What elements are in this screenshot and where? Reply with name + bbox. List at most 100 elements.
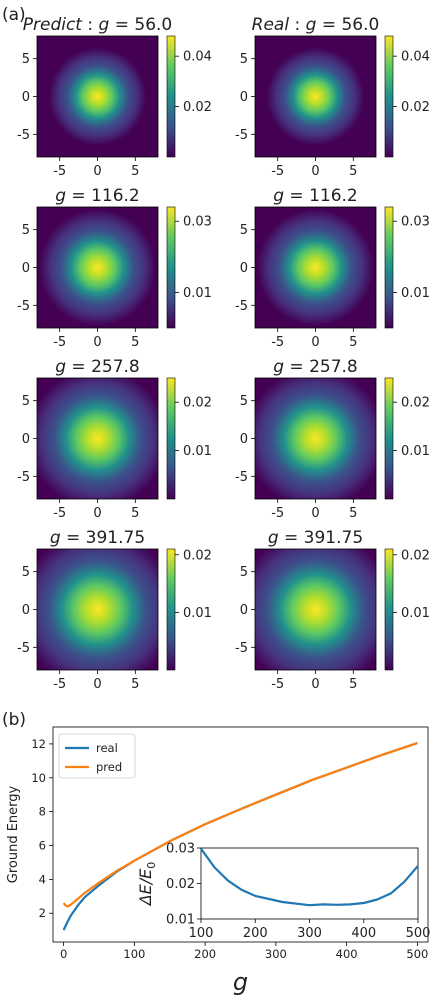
x-tick-label: 0 xyxy=(60,947,67,961)
heatmap-title: g = 116.2 xyxy=(55,186,140,206)
y-tick-label: 0 xyxy=(22,432,30,447)
series-line-pred xyxy=(62,742,418,908)
inset-y-tick-label: 0.03 xyxy=(166,842,195,857)
y-tick-label: 6 xyxy=(39,839,46,853)
legend-label: pred xyxy=(96,760,122,774)
x-tick-label: 200 xyxy=(194,947,216,961)
y-tick-label: 0 xyxy=(240,603,248,618)
colorbar-tick-label: 0.01 xyxy=(401,606,430,621)
x-axis-label: g xyxy=(233,968,248,996)
panel-label-a: (a) xyxy=(2,5,26,25)
x-tick-label: -5 xyxy=(271,164,284,179)
heatmap-title: Real : g = 56.0 xyxy=(252,15,380,35)
heatmap-density xyxy=(255,36,376,157)
y-tick-label: 5 xyxy=(22,394,30,409)
x-tick-label: 100 xyxy=(123,947,145,961)
x-tick-label: 5 xyxy=(349,506,357,521)
x-tick-label: 0 xyxy=(93,677,101,692)
inset-x-tick-label: 200 xyxy=(243,926,268,941)
x-tick-label: -5 xyxy=(53,335,66,350)
colorbar-tick-label: 0.03 xyxy=(183,215,212,230)
heatmap-title: g = 391.75 xyxy=(50,528,145,548)
x-tick-label: 0 xyxy=(93,335,101,350)
x-tick-label: 0 xyxy=(311,506,319,521)
inset-y-axis-label: ΔE/E0 xyxy=(136,862,158,908)
colorbar xyxy=(166,35,176,158)
y-tick-label: 5 xyxy=(240,223,248,238)
y-axis-label: Ground Energy xyxy=(6,785,21,883)
ground-energy-chart: 0 100 200 300 400 500 2 4 6 8 10 12 g Ground Energy re… xyxy=(6,726,431,996)
y-tick-label: -5 xyxy=(235,128,248,143)
x-tick-label: -5 xyxy=(53,677,66,692)
heatmap-panel: g = 391.75 -5 0 5 5 0 -5 0.02 0.01 xyxy=(235,528,430,692)
heatmap-density xyxy=(255,378,376,499)
inset-series-line xyxy=(200,848,419,907)
inset-x-tick-label: 500 xyxy=(406,926,431,941)
x-tick-label: 5 xyxy=(349,335,357,350)
x-tick-label: 0 xyxy=(311,677,319,692)
heatmap-title: g = 257.8 xyxy=(273,357,358,377)
colorbar-tick-label: 0.02 xyxy=(183,396,212,411)
x-tick-label: 500 xyxy=(406,947,428,961)
y-tick-label: 5 xyxy=(22,52,30,67)
y-tick-label: -5 xyxy=(17,470,30,485)
y-tick-label: 4 xyxy=(39,872,46,886)
heatmap-panel: g = 257.8 -5 0 5 5 0 -5 0.02 0.01 xyxy=(235,357,430,521)
colorbar-tick-label: 0.01 xyxy=(183,286,212,301)
colorbar xyxy=(384,377,394,500)
heatmap-density xyxy=(255,207,376,328)
colorbar xyxy=(384,35,394,158)
colorbar xyxy=(166,377,176,500)
x-tick-label: -5 xyxy=(271,506,284,521)
x-tick-label: 0 xyxy=(93,506,101,521)
heatmap-panel: Real : g = 56.0 -5 0 5 5 0 -5 0.04 0.02 xyxy=(235,15,430,179)
heatmap-density xyxy=(37,36,158,157)
colorbar-tick-label: 0.01 xyxy=(401,286,430,301)
legend-label: real xyxy=(96,741,118,755)
heatmap-panel: Predict : g = 56.0 -5 0 5 5 0 -5 0.04 0.02 xyxy=(17,15,212,179)
colorbar-tick-label: 0.02 xyxy=(183,100,212,115)
legend: real pred xyxy=(58,733,136,779)
x-tick-label: 0 xyxy=(93,164,101,179)
x-tick-label: -5 xyxy=(271,335,284,350)
y-tick-label: -5 xyxy=(17,128,30,143)
y-tick-label: 8 xyxy=(39,805,46,819)
heatmap-density xyxy=(37,207,158,328)
x-tick-label: -5 xyxy=(271,677,284,692)
panel-label-b: (b) xyxy=(2,710,26,730)
heatmap-panel: g = 116.2 -5 0 5 5 0 -5 0.03 0.01 xyxy=(17,186,212,350)
y-tick-label: 5 xyxy=(22,565,30,580)
colorbar-tick-label: 0.02 xyxy=(401,548,430,563)
x-tick-label: 0 xyxy=(311,335,319,350)
x-tick-label: 5 xyxy=(131,506,139,521)
colorbar-tick-label: 0.02 xyxy=(183,548,212,563)
y-tick-label: -5 xyxy=(17,641,30,656)
colorbar-tick-label: 0.01 xyxy=(401,444,430,459)
colorbar-tick-label: 0.02 xyxy=(401,100,430,115)
y-tick-label: 0 xyxy=(240,432,248,447)
colorbar xyxy=(166,548,176,671)
heatmap-panel: g = 116.2 -5 0 5 5 0 -5 0.03 0.01 xyxy=(235,186,430,350)
colorbar-tick-label: 0.02 xyxy=(401,396,430,411)
y-tick-label: 10 xyxy=(31,771,46,785)
colorbar-tick-label: 0.04 xyxy=(183,50,212,65)
colorbar xyxy=(166,206,176,329)
inset-x-tick-label: 300 xyxy=(297,926,322,941)
heatmap-density xyxy=(37,378,158,499)
inset-x-tick-label: 100 xyxy=(189,926,214,941)
x-tick-label: 5 xyxy=(349,677,357,692)
colorbar-tick-label: 0.01 xyxy=(183,444,212,459)
heatmap-panel: g = 257.8 -5 0 5 5 0 -5 0.02 0.01 xyxy=(17,357,212,521)
y-tick-label: 2 xyxy=(39,906,46,920)
y-tick-label: -5 xyxy=(17,299,30,314)
y-tick-label: 5 xyxy=(240,52,248,67)
x-tick-label: -5 xyxy=(53,506,66,521)
inset-frame xyxy=(200,847,419,920)
colorbar xyxy=(384,206,394,329)
colorbar-tick-label: 0.03 xyxy=(401,215,430,230)
x-tick-label: 5 xyxy=(131,164,139,179)
inset-x-tick-label: 400 xyxy=(351,926,376,941)
x-tick-label: 400 xyxy=(336,947,358,961)
